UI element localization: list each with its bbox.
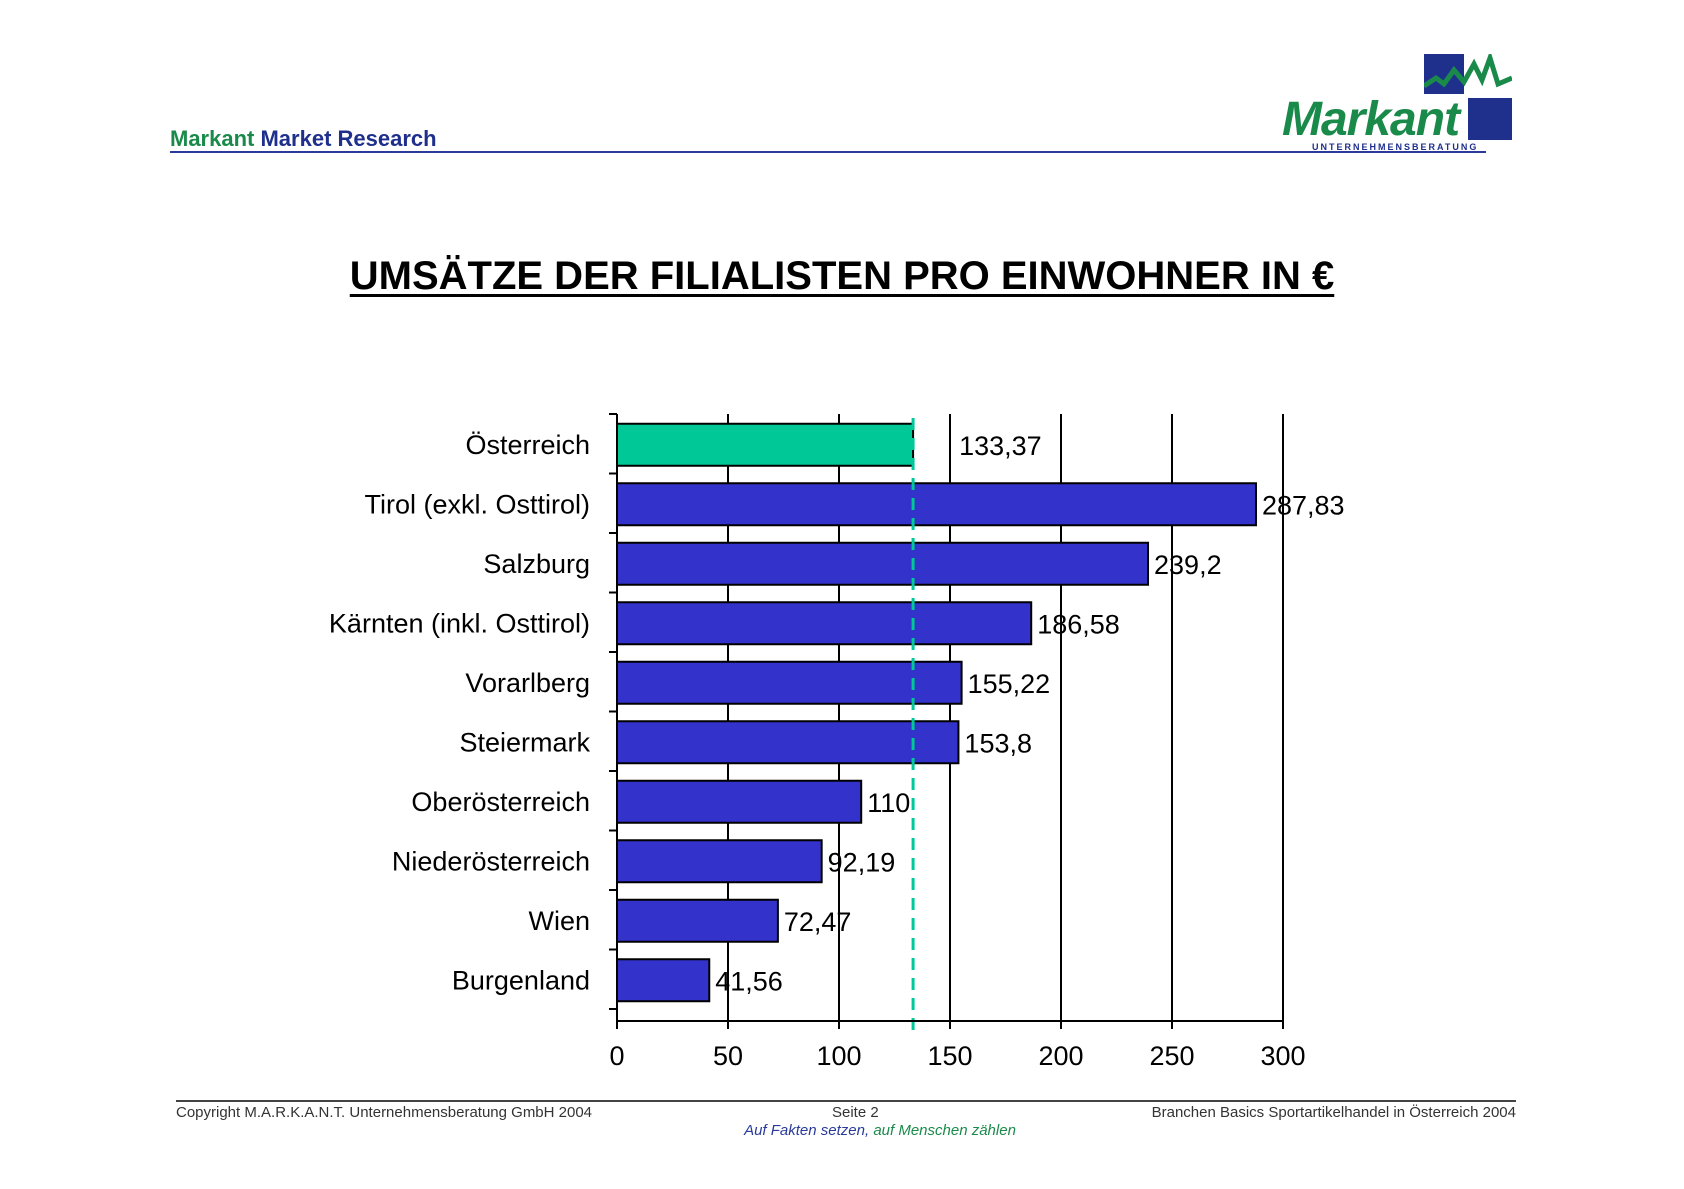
slogan-part-1: Auf Fakten setzen, — [744, 1122, 870, 1139]
category-label: Österreich — [465, 430, 590, 460]
bar — [616, 660, 963, 705]
logo-wordmark: Markant — [1282, 93, 1460, 146]
bar — [616, 601, 1033, 646]
x-tick-label: 200 — [1038, 1041, 1083, 1071]
logo-mark-icon — [1424, 54, 1512, 140]
x-tick-label: 250 — [1149, 1041, 1194, 1071]
category-label: Tirol (exkl. Osttirol) — [364, 489, 590, 519]
logo-subtext: UNTERNEHMENSBERATUNG — [1312, 142, 1479, 152]
x-tick-label: 150 — [927, 1041, 972, 1071]
footer-divider — [176, 1100, 1516, 1102]
data-label: 72,47 — [784, 907, 852, 937]
bar — [616, 779, 863, 824]
data-label: 41,56 — [715, 966, 783, 996]
data-label: 110 — [867, 788, 910, 818]
data-label: 287,83 — [1262, 490, 1345, 520]
bar — [616, 839, 823, 884]
footer-report-title: Branchen Basics Sportartikelhandel in Ös… — [1151, 1104, 1516, 1121]
bar — [616, 482, 1257, 527]
category-label: Steiermark — [459, 727, 590, 757]
data-label: 155,22 — [968, 669, 1051, 699]
data-label: 153,8 — [964, 728, 1032, 758]
x-tick-label: 300 — [1260, 1041, 1305, 1071]
data-label: 92,19 — [828, 847, 896, 877]
category-label: Oberösterreich — [411, 787, 590, 817]
category-label: Niederösterreich — [392, 846, 590, 876]
brand-text: Markant Market Research — [170, 126, 437, 152]
bar — [616, 720, 960, 765]
markant-logo: Markant UNTERNEHMENSBERATUNG — [1282, 54, 1512, 154]
category-label: Salzburg — [483, 549, 590, 579]
x-tick-label: 50 — [713, 1041, 743, 1071]
category-label: Burgenland — [452, 965, 590, 995]
category-label: Vorarlberg — [465, 668, 590, 698]
bar — [616, 422, 915, 467]
page-title: UMSÄTZE DER FILIALISTEN PRO EINWOHNER IN… — [349, 254, 1335, 298]
bar — [616, 898, 779, 943]
x-tick-label: 100 — [816, 1041, 861, 1071]
brand-word-markant: Markant — [170, 126, 255, 151]
footer-page-number: Seite 2 — [832, 1104, 879, 1121]
header-divider — [170, 151, 1486, 153]
bar — [616, 541, 1150, 586]
data-label: 186,58 — [1037, 609, 1120, 639]
x-tick-label: 0 — [609, 1041, 624, 1071]
slogan-part-2: auf Menschen zählen — [869, 1122, 1016, 1139]
brand-word-market-research: Market Research — [260, 126, 437, 151]
data-label: 133,37 — [959, 431, 1042, 461]
bar — [616, 958, 711, 1003]
category-label: Kärnten (inkl. Osttirol) — [329, 608, 590, 638]
data-label: 239,2 — [1154, 550, 1222, 580]
category-label: Wien — [528, 906, 590, 936]
footer-slogan: Auf Fakten setzen, auf Menschen zählen — [0, 1122, 1684, 1139]
footer-copyright: Copyright M.A.R.K.A.N.T. Unternehmensber… — [176, 1104, 593, 1121]
